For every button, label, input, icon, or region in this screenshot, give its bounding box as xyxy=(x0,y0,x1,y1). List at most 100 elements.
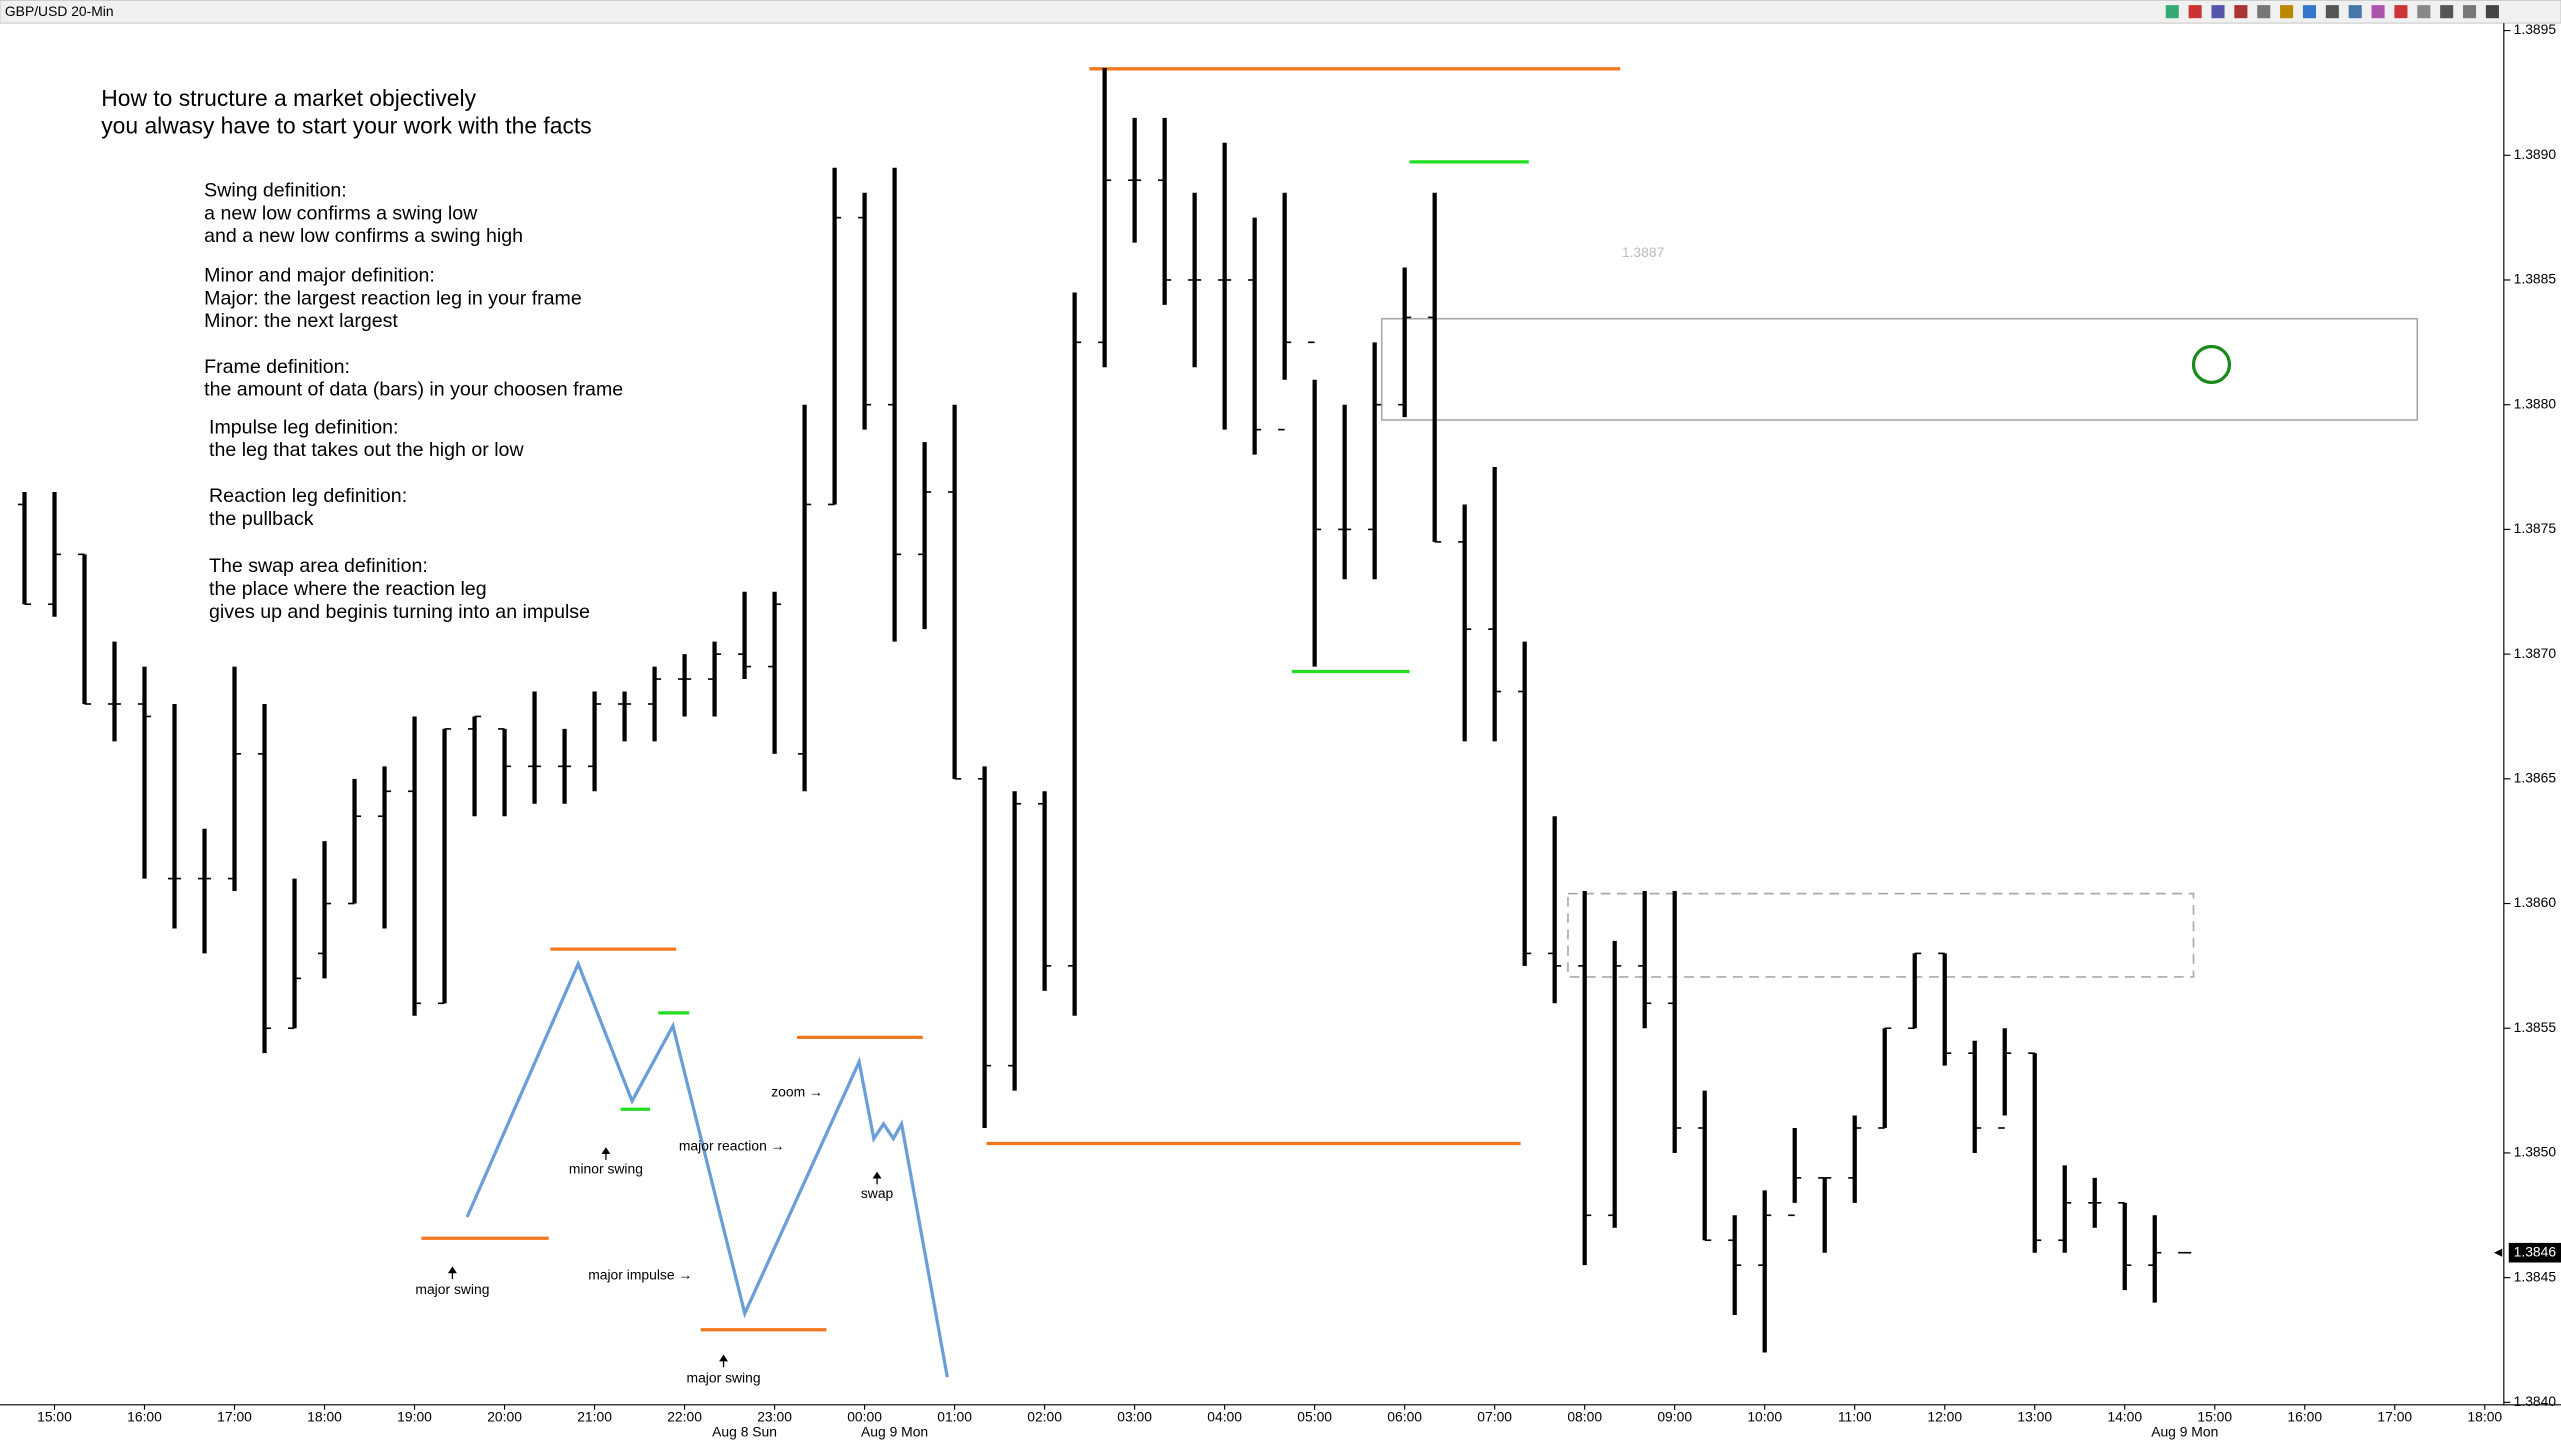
y-tick-label: 1.3855 xyxy=(2514,1019,2557,1035)
last-price-arrow xyxy=(2494,1248,2503,1257)
x-tick-label: 02:00 xyxy=(1027,1409,1062,1425)
definition: and a new low confirms a swing high xyxy=(204,225,523,247)
x-tick-label: 06:00 xyxy=(1387,1409,1422,1425)
x-tick-label: 17:00 xyxy=(217,1409,252,1425)
diagram-label: swap xyxy=(861,1185,894,1201)
toolbar[interactable] xyxy=(2165,5,2499,19)
x-tick-label: 19:00 xyxy=(397,1409,432,1425)
tool-icon[interactable] xyxy=(2417,5,2431,19)
x-tick-label: 07:00 xyxy=(1477,1409,1512,1425)
x-tick-label: 11:00 xyxy=(1838,1409,1872,1425)
tool-icon[interactable] xyxy=(2485,5,2499,19)
y-tick-label: 1.3845 xyxy=(2514,1268,2557,1284)
date-label: Aug 9 Mon xyxy=(2151,1423,2218,1439)
price-note: 1.3887 xyxy=(1622,244,1665,260)
tool-icon[interactable] xyxy=(2257,5,2271,19)
text-block: How to structure a market objectively yo… xyxy=(101,85,623,623)
definition: Reaction leg definition: xyxy=(209,485,407,507)
tool-icon[interactable] xyxy=(2211,5,2225,19)
y-tick-label: 1.3840 xyxy=(2514,1393,2557,1409)
x-tick-label: 12:00 xyxy=(1927,1409,1962,1425)
definition: the leg that takes out the high or low xyxy=(209,439,524,461)
x-tick-label: 22:00 xyxy=(667,1409,702,1425)
x-tick-label: 04:00 xyxy=(1207,1409,1242,1425)
x-tick-label: 16:00 xyxy=(2287,1409,2322,1425)
date-label: Aug 9 Mon xyxy=(861,1423,928,1439)
x-tick-label: 08:00 xyxy=(1567,1409,1602,1425)
definition: Minor and major definition: xyxy=(204,264,435,286)
x-tick-label: 15:00 xyxy=(37,1409,72,1425)
definition: gives up and beginis turning into an imp… xyxy=(209,601,590,623)
arrows xyxy=(447,1147,882,1368)
x-tick-label: 09:00 xyxy=(1657,1409,1692,1425)
tool-icon[interactable] xyxy=(2188,5,2202,19)
definition: Major: the largest reaction leg in your … xyxy=(204,287,582,309)
diagram-label: major reaction → xyxy=(679,1137,785,1153)
x-tick-label: 18:00 xyxy=(2467,1409,2502,1425)
diagram: major swing minor swing major reaction →… xyxy=(415,947,949,1385)
diagram-label: major swing xyxy=(415,1281,489,1297)
x-tick-label: 00:00 xyxy=(847,1409,882,1425)
chart-title: GBP/USD 20-Min xyxy=(5,3,114,19)
last-price-label: 1.3846 xyxy=(2514,1243,2557,1259)
definition: the place where the reaction leg xyxy=(209,578,487,600)
date-label: Aug 8 Sun xyxy=(712,1423,777,1439)
definition: Swing definition: xyxy=(204,179,347,201)
definition: Impulse leg definition: xyxy=(209,416,398,438)
x-tick-label: 20:00 xyxy=(487,1409,522,1425)
x-tick-label: 03:00 xyxy=(1117,1409,1152,1425)
tool-icon[interactable] xyxy=(2302,5,2317,19)
tool-icon[interactable] xyxy=(2348,5,2362,19)
title-bar xyxy=(0,0,2561,24)
y-tick-label: 1.3870 xyxy=(2514,645,2557,661)
diagram-label: major impulse → xyxy=(588,1266,692,1282)
x-tick-label: 01:00 xyxy=(937,1409,972,1425)
y-tick-label: 1.3875 xyxy=(2514,520,2557,536)
x-tick-label: 16:00 xyxy=(127,1409,162,1425)
y-tick-label: 1.3860 xyxy=(2514,894,2557,910)
definition: the pullback xyxy=(209,508,314,530)
tool-icon[interactable] xyxy=(2440,5,2454,19)
diagram-label: major swing xyxy=(687,1369,761,1385)
last-price-box xyxy=(2508,1242,2561,1263)
heading: you alwasy have to start your work with … xyxy=(101,113,591,139)
tool-icon[interactable] xyxy=(2165,5,2179,19)
y-tick-label: 1.3895 xyxy=(2514,21,2557,37)
tool-icon[interactable] xyxy=(2234,5,2248,19)
diagram-label: zoom → xyxy=(771,1084,823,1100)
zone-box xyxy=(1380,317,2419,421)
definition: the amount of data (bars) in your choose… xyxy=(204,379,623,401)
definition: Frame definition: xyxy=(204,356,350,378)
heading: How to structure a market objectively xyxy=(101,85,476,111)
y-tick-label: 1.3850 xyxy=(2514,1144,2557,1160)
y-tick-label: 1.3880 xyxy=(2514,395,2557,411)
drawings xyxy=(986,67,2419,1146)
y-tick-label: 1.3865 xyxy=(2514,769,2557,785)
x-tick-label: 23:00 xyxy=(757,1409,792,1425)
zigzag xyxy=(465,959,949,1378)
definition: The swap area definition: xyxy=(209,555,428,577)
tool-icon[interactable] xyxy=(2325,5,2339,19)
swap-box xyxy=(1567,892,2195,978)
circle-marker xyxy=(2191,344,2232,385)
tool-icon[interactable] xyxy=(2371,5,2385,19)
tool-icon[interactable] xyxy=(2394,5,2408,19)
x-tick-label: 15:00 xyxy=(2197,1409,2232,1425)
y-tick-label: 1.3885 xyxy=(2514,271,2557,287)
x-tick-label: 17:00 xyxy=(2377,1409,2412,1425)
definition: Minor: the next largest xyxy=(204,310,398,332)
x-tick-label: 13:00 xyxy=(2017,1409,2052,1425)
definition: a new low confirms a swing low xyxy=(204,202,478,224)
x-tick-label: 21:00 xyxy=(577,1409,612,1425)
tool-icon[interactable] xyxy=(2280,5,2294,19)
x-tick-label: 10:00 xyxy=(1747,1409,1782,1425)
tool-icon[interactable] xyxy=(2463,5,2477,19)
x-tick-label: 05:00 xyxy=(1297,1409,1332,1425)
diagram-label: minor swing xyxy=(569,1160,643,1176)
x-tick-label: 14:00 xyxy=(2107,1409,2142,1425)
y-tick-label: 1.3890 xyxy=(2514,146,2557,162)
x-tick-label: 18:00 xyxy=(307,1409,342,1425)
